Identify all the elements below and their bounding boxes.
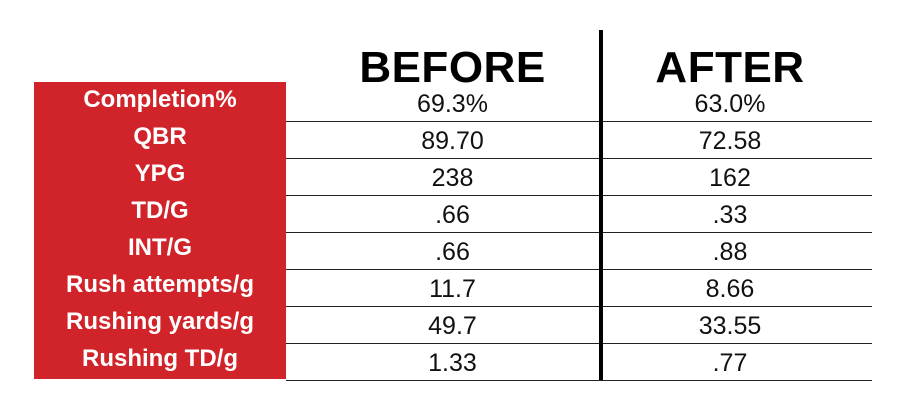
row-rule xyxy=(286,158,872,159)
row-label: Rush attempts/g xyxy=(65,271,254,298)
cell-before: 89.70 xyxy=(421,127,484,155)
row-rule xyxy=(286,121,872,122)
column-header-after: AFTER xyxy=(655,43,805,92)
cell-before: .66 xyxy=(435,201,470,229)
row-label: Rushing yards/g xyxy=(65,308,255,335)
cell-after: .88 xyxy=(712,238,748,266)
row-rule xyxy=(286,380,872,381)
cell-before: 49.7 xyxy=(428,312,477,340)
row-rule xyxy=(286,306,872,307)
row-label: INT/G xyxy=(128,234,192,261)
cell-before: 238 xyxy=(431,164,474,192)
cell-after: 72.58 xyxy=(698,127,762,155)
cell-before: 1.33 xyxy=(428,349,477,377)
row-label: YPG xyxy=(134,160,186,187)
cell-after: 63.0% xyxy=(694,90,766,118)
row-rule xyxy=(286,195,872,196)
row-rule xyxy=(286,343,872,344)
row-label: Rushing TD/g xyxy=(82,345,238,372)
cell-after: .77 xyxy=(712,349,748,377)
row-label: TD/G xyxy=(131,197,189,224)
column-header-before: BEFORE xyxy=(359,43,546,92)
column-divider xyxy=(599,30,603,380)
row-rule xyxy=(286,232,872,233)
cell-after: 162 xyxy=(709,164,751,192)
cell-after: 8.66 xyxy=(705,275,755,303)
cell-after: .33 xyxy=(712,201,748,229)
row-label: Completion% xyxy=(83,86,237,113)
row-label-panel xyxy=(34,82,286,379)
cell-after: 33.55 xyxy=(698,312,762,340)
row-label: QBR xyxy=(133,123,187,150)
cell-before: .66 xyxy=(435,238,470,266)
cell-before: 69.3% xyxy=(417,90,488,118)
cell-before: 11.7 xyxy=(429,275,476,303)
row-rule xyxy=(286,269,872,270)
